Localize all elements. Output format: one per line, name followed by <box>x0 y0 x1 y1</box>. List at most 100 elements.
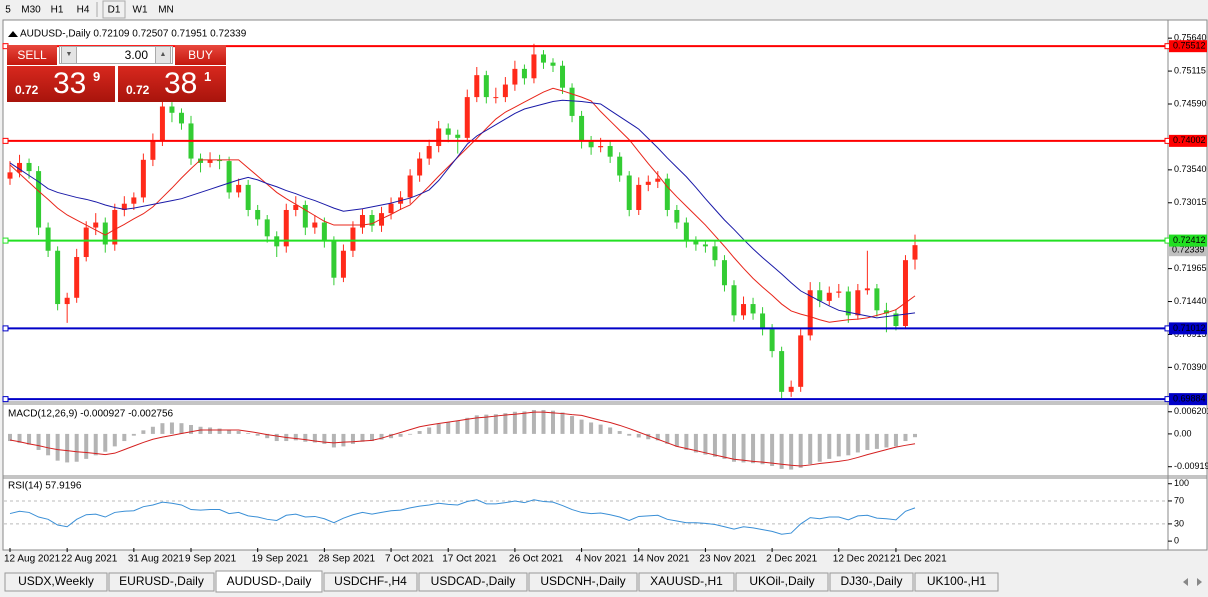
macd-bar <box>93 433 98 456</box>
macd-bar <box>17 433 22 443</box>
period-label[interactable]: 5 <box>5 5 11 16</box>
macd-bar <box>589 422 594 434</box>
macd-bar <box>874 433 879 449</box>
macd-bar <box>331 433 336 448</box>
candle-body <box>626 175 632 210</box>
lot-down[interactable]: ▼ <box>61 46 77 64</box>
tab-label[interactable]: USDX,Weekly <box>18 574 94 588</box>
macd-bar <box>503 413 508 434</box>
macd-bar <box>808 433 813 465</box>
candle-body <box>198 158 204 163</box>
tab[interactable] <box>735 572 829 592</box>
buy-button[interactable]: BUY <box>175 45 226 65</box>
macd-bar <box>665 433 670 444</box>
sell-button[interactable]: SELL <box>7 45 57 65</box>
period-button[interactable] <box>46 1 68 18</box>
lot-up[interactable]: ▲ <box>155 46 171 64</box>
rsi-line <box>9 499 916 535</box>
candle-body <box>902 260 908 326</box>
candle-body <box>236 184 242 193</box>
candle-body <box>664 178 670 210</box>
candle-body <box>864 288 870 291</box>
tab[interactable] <box>914 572 999 592</box>
candle-body <box>874 288 880 311</box>
candle-body <box>36 171 42 228</box>
level-label: 0.74002 <box>1173 135 1206 145</box>
lot-input[interactable]: 3.00 <box>59 46 173 64</box>
tab[interactable] <box>638 572 735 592</box>
toolbar-bg <box>0 0 1208 19</box>
macd-bar <box>913 433 917 438</box>
candle-body <box>169 106 175 113</box>
collapse-icon[interactable] <box>8 31 18 37</box>
macd-bar <box>560 412 565 434</box>
y-tick-label: 0.74590 <box>1174 98 1207 108</box>
macd-tick-label: 0.006201 <box>1174 406 1208 416</box>
bid-quote[interactable]: 0.72 33 9 <box>7 66 115 102</box>
macd-bar <box>893 433 898 447</box>
macd-tick-label: -0.009197 <box>1174 461 1208 471</box>
period-button[interactable] <box>72 1 94 18</box>
scroll-left[interactable] <box>1183 578 1188 586</box>
tab-label[interactable]: EURUSD-,Daily <box>119 574 204 588</box>
current-price-box <box>1169 244 1207 257</box>
tab-label[interactable]: AUDUSD-,Daily <box>227 574 312 588</box>
macd-bar <box>8 433 12 442</box>
macd-bar <box>84 433 89 459</box>
tab[interactable] <box>418 572 528 592</box>
candle-body <box>426 146 432 159</box>
y-tick-label: 0.73540 <box>1174 164 1207 174</box>
tab-label[interactable]: DJ30-,Daily <box>840 574 902 588</box>
candle-body <box>464 97 470 138</box>
period-label[interactable]: MN <box>158 5 174 16</box>
tab[interactable] <box>829 572 914 592</box>
ask-quote[interactable]: 0.72 38 1 <box>118 66 226 102</box>
tab-label[interactable]: USDCNH-,Daily <box>540 574 625 588</box>
tab-label[interactable]: UKOil-,Daily <box>749 574 814 588</box>
x-tick-label: 14 Nov 2021 <box>633 554 690 565</box>
tab-label[interactable]: UK100-,H1 <box>927 574 987 588</box>
scroll-right[interactable] <box>1197 578 1202 586</box>
tab[interactable] <box>108 572 215 592</box>
candle-body <box>788 386 794 392</box>
candle-body <box>45 227 51 251</box>
candle-body <box>17 162 23 173</box>
macd-bar <box>389 433 394 439</box>
candle-body <box>302 204 308 228</box>
period-label[interactable]: W1 <box>133 5 148 16</box>
period-label[interactable]: M30 <box>21 5 41 16</box>
macd-bar <box>74 433 79 462</box>
period-button[interactable] <box>102 0 126 19</box>
x-tick-label: 17 Oct 2021 <box>442 554 497 565</box>
macd-bar <box>303 433 308 442</box>
candle-body <box>750 304 756 314</box>
tab[interactable] <box>4 572 108 592</box>
macd-bar <box>417 431 422 434</box>
macd-tick-label: 0.00 <box>1174 428 1192 438</box>
macd-bar <box>236 431 241 434</box>
tab[interactable] <box>528 572 638 592</box>
y-tick-label: 0.75640 <box>1174 33 1207 43</box>
macd-bar <box>684 433 689 450</box>
period-label[interactable]: H4 <box>77 5 90 16</box>
macd-bar <box>712 433 717 457</box>
level-anchor <box>2 137 9 144</box>
period-button[interactable] <box>129 1 151 18</box>
candle-body <box>550 62 556 66</box>
macd-bar <box>484 414 489 434</box>
tab-label[interactable]: USDCHF-,H4 <box>334 574 407 588</box>
period-button[interactable] <box>2 1 14 18</box>
tab-label[interactable]: USDCAD-,Daily <box>431 574 516 588</box>
tab[interactable] <box>323 572 418 592</box>
tab[interactable] <box>215 570 323 593</box>
period-label[interactable]: D1 <box>108 5 121 16</box>
tab-label[interactable]: XAUUSD-,H1 <box>650 574 723 588</box>
candle-body <box>483 75 489 98</box>
macd-bar <box>779 433 784 469</box>
candle-body <box>855 290 861 316</box>
period-button[interactable] <box>18 1 44 18</box>
period-label[interactable]: H1 <box>51 5 64 16</box>
period-button[interactable] <box>155 1 177 18</box>
